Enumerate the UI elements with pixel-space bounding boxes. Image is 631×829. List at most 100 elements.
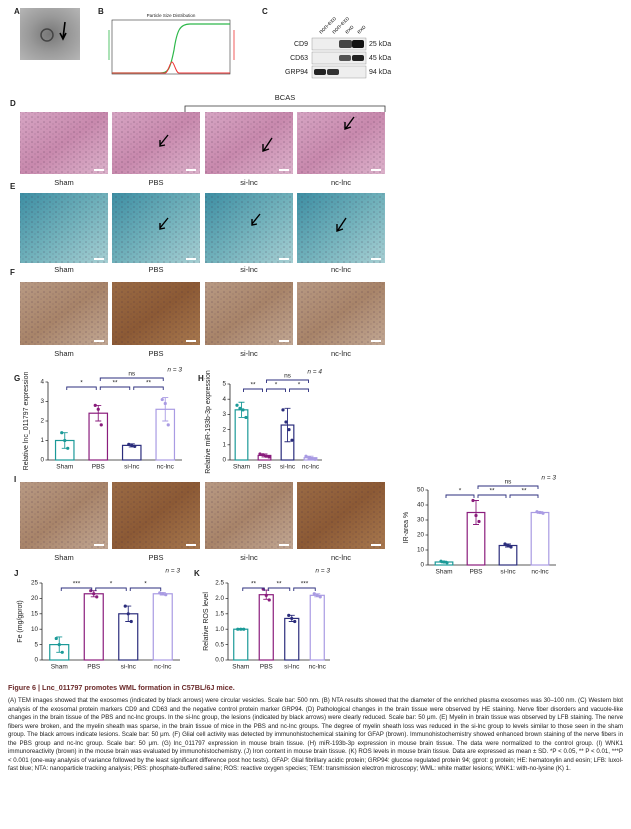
data-point — [471, 498, 475, 503]
y-tick-label: 2.0 — [215, 595, 224, 602]
error-bar — [162, 397, 169, 422]
data-point — [96, 407, 100, 411]
data-point — [163, 401, 167, 406]
y-tick-label: 1.0 — [215, 626, 224, 633]
y-tick-label: 2.5 — [215, 580, 224, 587]
data-point — [541, 511, 545, 515]
panel-label: F — [10, 268, 15, 277]
scale-bar — [371, 169, 381, 171]
data-point — [506, 543, 510, 548]
significance-label: * — [275, 382, 278, 389]
group-label: PBS — [148, 265, 163, 274]
n-label: n = 3 — [167, 367, 182, 374]
panel-label: I — [14, 475, 16, 484]
group-label: si-lnc — [240, 265, 258, 274]
scale-bar — [371, 258, 381, 260]
significance-bracket — [509, 494, 539, 498]
cell-texture — [20, 282, 108, 345]
data-point — [474, 513, 478, 518]
data-point — [258, 452, 262, 456]
data-point — [238, 406, 242, 410]
data-point — [236, 627, 240, 631]
significance-bracket — [60, 587, 93, 591]
cell-texture — [205, 112, 293, 174]
bcas-bracket — [184, 105, 386, 112]
data-point — [477, 519, 481, 524]
bar — [83, 593, 104, 661]
y-tick-label: 0.0 — [215, 657, 224, 664]
nta-title: Particle Size Distribution — [147, 13, 196, 18]
data-point — [264, 454, 268, 458]
y-tick-label: 3 — [222, 411, 226, 418]
significance-bracket — [266, 379, 309, 383]
scale-bar — [94, 258, 104, 260]
significance-bracket — [99, 386, 131, 390]
band-size: 25 kDa — [369, 41, 391, 48]
bcas-label: BCAS — [275, 93, 295, 102]
panel-label: A — [14, 7, 20, 16]
data-point — [318, 595, 322, 599]
data-point — [293, 619, 297, 624]
data-point — [503, 542, 507, 546]
data-point — [242, 627, 246, 631]
panel-label: H — [198, 374, 204, 383]
scale-bar — [371, 544, 381, 546]
data-point — [264, 593, 268, 597]
panel-label: E — [10, 182, 16, 191]
scale-bar — [186, 169, 196, 171]
x-tick-label: nc-lnc — [302, 464, 320, 471]
data-point — [509, 545, 513, 549]
significance-bracket — [477, 485, 539, 489]
y-tick-label: 0 — [222, 457, 226, 464]
panel-label: G — [14, 374, 20, 383]
y-tick-label: 5 — [222, 381, 226, 388]
significance-bracket — [133, 386, 164, 390]
significance-label: * — [110, 581, 113, 588]
blot-band — [314, 69, 326, 75]
significance-bracket — [129, 587, 162, 591]
y-axis-label: Relative ROS level — [203, 592, 210, 651]
significance-label: ** — [251, 581, 257, 588]
group-label: Sham — [54, 265, 74, 274]
group-label: PBS — [148, 178, 163, 187]
figure: Particle Size Distribution BCAS A B C D E F G H… — [10, 7, 556, 671]
bar — [152, 593, 173, 661]
cell-texture — [297, 282, 385, 345]
y-axis-label: IR-area % — [403, 512, 410, 544]
data-point — [60, 431, 64, 435]
data-point — [307, 456, 311, 460]
data-point — [166, 423, 170, 427]
group-label: si-lnc — [240, 178, 258, 187]
significance-bracket — [267, 587, 291, 591]
data-point — [315, 593, 319, 597]
data-point — [439, 559, 443, 563]
data-point — [244, 415, 248, 420]
band-size: 45 kDa — [369, 55, 391, 62]
significance-label: * — [144, 581, 147, 588]
error-bar — [284, 407, 291, 443]
cell-texture — [20, 112, 108, 174]
significance-bracket — [99, 377, 164, 381]
significance-label: ** — [250, 382, 256, 389]
cell-texture — [205, 482, 293, 549]
y-tick-label: 30 — [417, 517, 425, 524]
n-label: n = 3 — [315, 568, 330, 575]
data-point — [92, 592, 96, 596]
x-tick-label: Sham — [51, 664, 68, 671]
y-tick-label: 1.5 — [215, 610, 224, 617]
panel-label: J — [14, 569, 18, 578]
group-label: PBS — [148, 553, 163, 562]
tem-image — [20, 8, 80, 60]
data-point — [54, 636, 58, 641]
x-tick-label: si-lnc — [284, 664, 300, 671]
y-tick-label: 5 — [34, 641, 38, 648]
group-label: si-lnc — [240, 553, 258, 562]
data-point — [164, 593, 168, 597]
y-tick-label: 0 — [420, 562, 424, 569]
data-point — [313, 457, 317, 461]
x-tick-label: nc-lnc — [154, 664, 172, 671]
y-tick-label: 0 — [40, 457, 44, 464]
x-tick-label: si-lnc — [500, 569, 516, 576]
significance-label: ** — [276, 581, 282, 588]
significance-bracket — [243, 388, 263, 392]
